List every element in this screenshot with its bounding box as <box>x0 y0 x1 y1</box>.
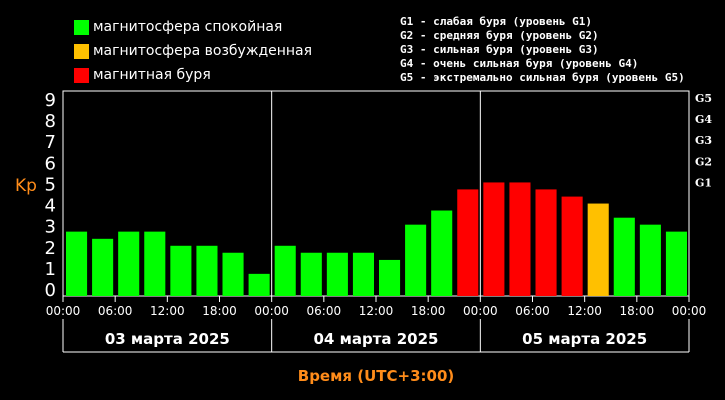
x-tick-label: 00:00 <box>46 304 81 318</box>
storm-level-g3: G3 - сильная буря (уровень G3) <box>400 43 599 56</box>
storm-level-g1: G1 - слабая буря (уровень G1) <box>400 15 593 28</box>
storm-level-g4: G4 - очень сильная буря (уровень G4) <box>400 57 639 70</box>
activity-legend: магнитосфера спокойная магнитосфера возб… <box>74 15 312 87</box>
legend-label-active: магнитосфера возбужденная <box>93 43 313 59</box>
storm-level-g5: G5 - экстремально сильная буря (уровень … <box>400 71 685 84</box>
x-tick-label: 00:00 <box>672 304 707 318</box>
x-tick-label: 18:00 <box>202 304 237 318</box>
kp-bar <box>248 273 270 296</box>
y-tick-label: 2 <box>45 238 56 259</box>
legend-swatch-quiet <box>74 19 89 35</box>
storm-level-g2: G2 - средняя буря (уровень G2) <box>400 29 599 42</box>
kp-bar <box>379 259 401 296</box>
y-tick-label: 4 <box>45 196 56 217</box>
legend-label-quiet: магнитосфера спокойная <box>93 19 283 35</box>
day-label: 03 марта 2025 <box>105 330 230 348</box>
kp-bar <box>535 189 557 296</box>
kp-bar <box>483 182 505 296</box>
kp-bar <box>613 217 635 296</box>
kp-bar <box>196 245 218 296</box>
x-tick-label: 00:00 <box>254 304 289 318</box>
y-tick-label: 8 <box>45 111 56 132</box>
y-tick-label: 7 <box>45 132 56 153</box>
right-axis-label: G1 <box>695 176 712 189</box>
legend-item-quiet: магнитосфера спокойная <box>74 15 312 39</box>
y-tick-label: 9 <box>45 90 56 111</box>
kp-bar <box>431 210 453 296</box>
kp-bar <box>587 203 609 296</box>
kp-bar <box>457 189 479 296</box>
x-tick-label: 06:00 <box>98 304 133 318</box>
legend-label-storm: магнитная буря <box>93 67 211 83</box>
right-axis-label: G4 <box>695 113 712 126</box>
kp-bar <box>665 231 687 296</box>
x-axis-label: Время (UTC+3:00) <box>298 367 454 385</box>
kp-bar <box>144 231 166 296</box>
storm-level-legend: G1 - слабая буря (уровень G1) G2 - средн… <box>400 15 685 85</box>
kp-bar <box>66 231 88 296</box>
legend-item-storm: магнитная буря <box>74 63 312 87</box>
kp-bar <box>222 252 244 296</box>
kp-bar <box>352 252 374 296</box>
right-axis-label: G3 <box>695 134 712 147</box>
x-tick-label: 06:00 <box>307 304 342 318</box>
legend-swatch-active <box>74 43 89 59</box>
x-tick-label: 00:00 <box>463 304 498 318</box>
kp-bar <box>92 238 114 296</box>
day-label: 05 марта 2025 <box>522 330 647 348</box>
kp-bar <box>170 245 192 296</box>
y-tick-label: 0 <box>45 280 56 301</box>
kp-bar <box>509 182 531 296</box>
x-tick-label: 12:00 <box>359 304 394 318</box>
x-tick-label: 18:00 <box>620 304 655 318</box>
x-tick-label: 06:00 <box>515 304 550 318</box>
kp-bar <box>118 231 140 296</box>
y-tick-label: 5 <box>45 174 56 195</box>
kp-bar <box>405 224 427 296</box>
legend-swatch-storm <box>74 67 89 83</box>
right-axis-label: G5 <box>695 92 712 105</box>
y-tick-label: 1 <box>45 259 56 280</box>
y-axis-label: Kp <box>15 176 37 196</box>
right-axis-label: G2 <box>695 155 712 168</box>
x-tick-label: 18:00 <box>411 304 446 318</box>
y-tick-label: 6 <box>45 153 56 174</box>
kp-bar <box>326 252 348 296</box>
y-tick-label: 3 <box>45 217 56 238</box>
x-tick-label: 12:00 <box>567 304 602 318</box>
x-tick-label: 12:00 <box>150 304 185 318</box>
legend-item-active: магнитосфера возбужденная <box>74 39 312 63</box>
kp-bar <box>639 224 661 296</box>
day-label: 04 марта 2025 <box>313 330 438 348</box>
kp-bar <box>561 196 583 296</box>
kp-bar <box>274 245 296 296</box>
kp-bar <box>300 252 322 296</box>
